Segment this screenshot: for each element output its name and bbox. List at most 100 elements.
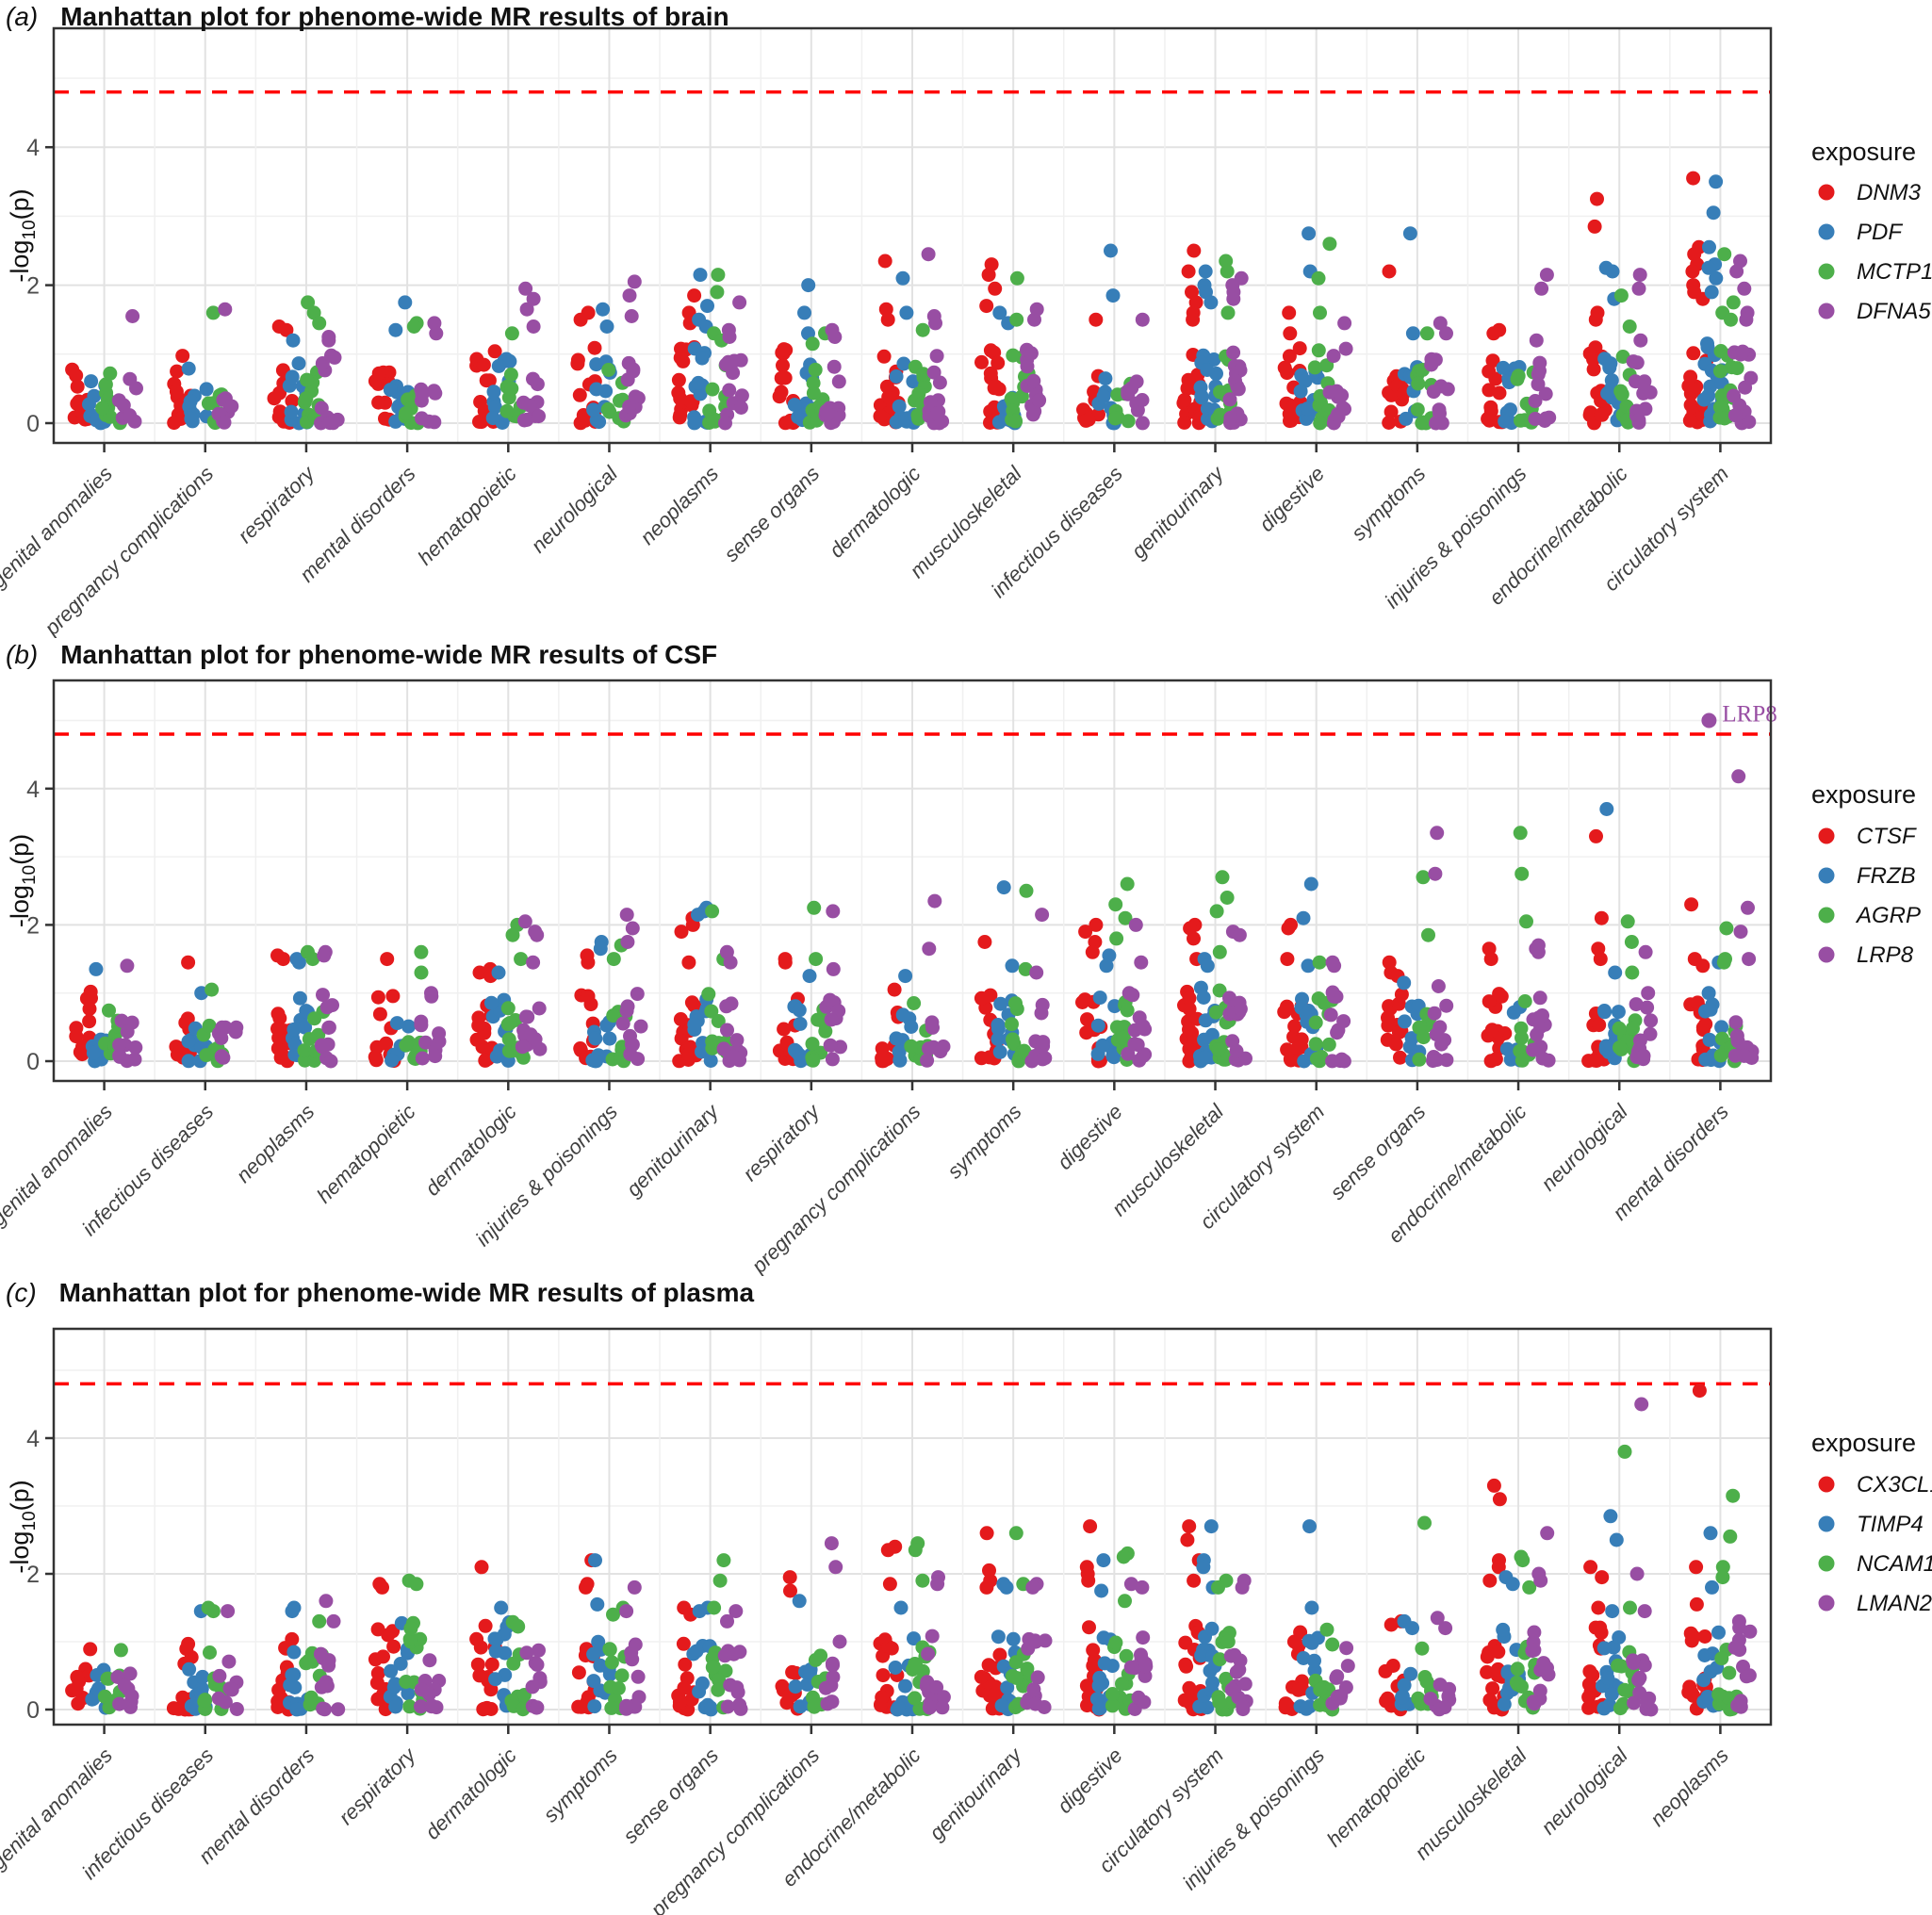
scatter-point-outlier: [305, 952, 320, 967]
x-category-label: hematopoietic: [1322, 1743, 1431, 1852]
scatter-point-outlier: [1486, 1478, 1501, 1493]
scatter-point: [393, 1657, 408, 1671]
scatter-point: [1000, 1680, 1015, 1695]
scatter-point: [379, 1036, 394, 1051]
scatter-point: [403, 1621, 418, 1636]
scatter-point: [285, 1631, 300, 1646]
scatter-point: [1499, 1685, 1514, 1700]
scatter-point: [729, 1680, 745, 1695]
scatter-point: [1120, 1003, 1135, 1018]
scatter-point-outlier: [125, 309, 140, 323]
scatter-point: [1496, 360, 1511, 375]
scatter-point-outlier: [824, 1536, 839, 1551]
scatter-point: [516, 413, 532, 428]
scatter-point: [1598, 1041, 1613, 1056]
y-axis-tick-label: 4: [26, 1426, 40, 1452]
scatter-point: [1722, 1665, 1737, 1680]
scatter-point-outlier: [1200, 958, 1215, 974]
scatter-point: [674, 341, 688, 356]
scatter-point: [199, 1048, 214, 1063]
scatter-point: [1212, 1652, 1227, 1667]
scatter-point: [1138, 1022, 1153, 1037]
scatter-point: [875, 1690, 890, 1705]
scatter-point-outlier: [1594, 910, 1609, 925]
scatter-point: [1121, 384, 1136, 399]
scatter-point: [571, 1699, 586, 1714]
scatter-point: [1134, 1647, 1148, 1662]
scatter-point-outlier: [1689, 1596, 1704, 1612]
scatter-point-outlier: [882, 1577, 897, 1592]
scatter-point: [285, 1667, 300, 1682]
scatter-point: [1440, 382, 1455, 397]
scatter-point: [299, 391, 314, 406]
scatter-point: [1097, 1656, 1112, 1671]
scatter-point: [1640, 1000, 1655, 1015]
scatter-point: [1325, 985, 1340, 1000]
scatter-point: [1026, 1682, 1041, 1696]
scatter-point: [807, 1698, 822, 1713]
scatter-point-outlier: [1605, 264, 1620, 279]
scatter-point: [683, 394, 698, 409]
scatter-point: [691, 375, 706, 390]
scatter-point: [428, 385, 443, 401]
scatter-point-outlier: [723, 955, 738, 970]
scatter-point: [313, 1646, 328, 1661]
scatter-point: [981, 1658, 996, 1673]
scatter-point: [936, 1690, 951, 1705]
scatter-point: [389, 1016, 404, 1031]
scatter-point: [720, 1699, 735, 1714]
scatter-point: [1614, 1659, 1629, 1674]
scatter-point: [1538, 411, 1553, 426]
scatter-point: [120, 1024, 135, 1039]
scatter-point: [1727, 408, 1743, 423]
scatter-point: [84, 990, 98, 1006]
scatter-point: [586, 1674, 601, 1689]
scatter-point: [1596, 1004, 1612, 1018]
scatter-point: [202, 1018, 217, 1033]
scatter-point-outlier: [1430, 1611, 1445, 1626]
y-axis-tick-label: 0: [26, 1049, 40, 1075]
scatter-point: [1399, 411, 1414, 426]
scatter-point: [1491, 1645, 1506, 1660]
scatter-point: [729, 1033, 745, 1048]
scatter-point-outlier: [732, 295, 747, 310]
scatter-point: [1182, 1022, 1196, 1037]
scatter-point-outlier: [1706, 205, 1721, 221]
scatter-point: [488, 1644, 503, 1659]
scatter-point-outlier: [1027, 312, 1041, 327]
scatter-point-outlier: [1384, 1617, 1399, 1632]
scatter-point: [519, 1645, 534, 1661]
scatter-point: [806, 1053, 821, 1068]
scatter-point-outlier: [1519, 914, 1533, 929]
scatter-point: [673, 1012, 688, 1026]
scatter-point: [992, 1647, 1007, 1662]
scatter-point-outlier: [1737, 281, 1752, 296]
scatter-point: [314, 1038, 329, 1053]
scatter-point: [1137, 1694, 1152, 1710]
scatter-point: [1395, 1690, 1409, 1705]
legend-key-dot: [1818, 907, 1835, 924]
scatter-point-outlier: [596, 302, 611, 317]
scatter-point: [588, 1031, 603, 1046]
scatter-point: [983, 366, 998, 381]
scatter-point: [1300, 401, 1315, 417]
scatter-point: [1742, 415, 1757, 430]
scatter-point: [788, 1679, 803, 1694]
scatter-point: [800, 1677, 815, 1692]
scatter-point-outlier: [312, 316, 327, 331]
scatter-point: [1282, 349, 1297, 364]
scatter-point: [1226, 345, 1241, 360]
x-category-label: neurological: [1536, 1099, 1632, 1195]
legend-entry-label: AGRP: [1855, 903, 1921, 928]
scatter-point: [182, 1661, 197, 1677]
scatter-point: [388, 1699, 403, 1714]
y-axis-title: -log10(p): [6, 188, 40, 282]
scatter-point: [1194, 390, 1209, 405]
scatter-point: [1321, 1037, 1336, 1052]
scatter-point-outlier: [1588, 312, 1603, 327]
scatter-point: [1484, 1023, 1499, 1038]
scatter-point-outlier: [979, 1579, 994, 1595]
scatter-point: [1509, 1675, 1524, 1690]
scatter-point: [1391, 1025, 1406, 1040]
scatter-point: [501, 1032, 516, 1047]
